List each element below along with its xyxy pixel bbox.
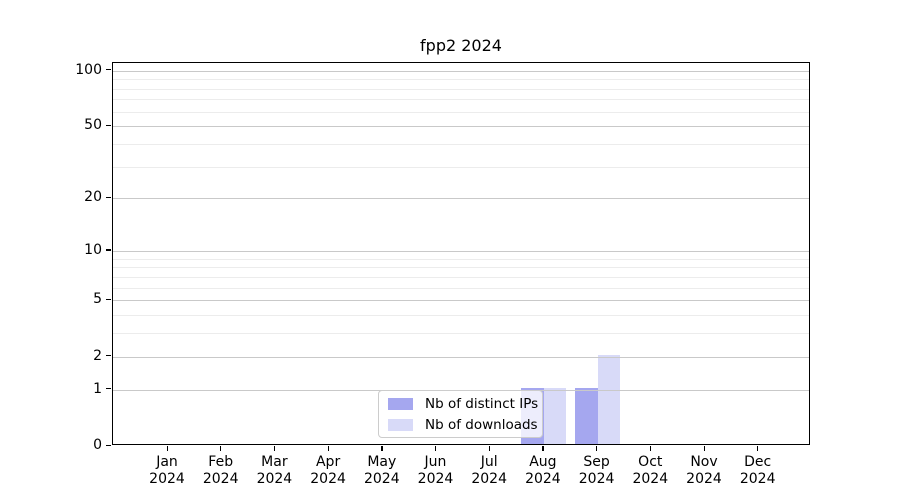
legend: Nb of distinct IPs Nb of downloads	[378, 390, 543, 438]
x-tick-year: 2024	[471, 470, 508, 487]
bar-distinct-ips	[575, 387, 598, 444]
y-tick-mark	[106, 355, 111, 357]
x-axis-tick-label: Feb 2024	[203, 454, 239, 487]
legend-swatch-distinct-ips	[388, 397, 413, 410]
x-tick-month: Mar	[261, 454, 288, 470]
x-tick-year: 2024	[256, 470, 293, 487]
minor-gridline	[113, 287, 809, 289]
x-tick-mark	[220, 446, 222, 451]
minor-gridline	[113, 166, 809, 168]
x-axis-tick-label: May 2024	[364, 454, 400, 487]
x-tick-mark	[488, 446, 490, 451]
x-axis-tick-label: Mar 2024	[257, 454, 293, 487]
bar-downloads	[597, 354, 621, 444]
x-tick-mark	[381, 446, 383, 451]
minor-gridline	[113, 99, 809, 101]
x-axis-tick-label: Apr 2024	[310, 454, 346, 487]
x-tick-month: May	[367, 454, 397, 470]
x-axis-tick-label: Jul 2024	[471, 454, 507, 487]
x-tick-mark	[703, 446, 705, 451]
x-tick-year: 2024	[363, 470, 400, 487]
y-axis-tick-label: 100	[75, 61, 102, 78]
plot-area	[112, 62, 810, 445]
legend-swatch-downloads	[388, 418, 413, 431]
x-tick-mark	[273, 446, 276, 451]
y-axis-tick-label: 20	[84, 189, 102, 206]
y-tick-mark	[106, 298, 111, 301]
x-tick-year: 2024	[525, 470, 561, 487]
y-axis-tick-label: 0	[93, 437, 102, 453]
y-tick-mark	[106, 249, 111, 251]
minor-gridline	[113, 143, 809, 145]
chart-title: fpp2 2024	[420, 36, 502, 55]
y-axis-tick-label: 10	[84, 241, 102, 258]
minor-gridline	[113, 267, 809, 269]
minor-gridline	[113, 276, 809, 278]
x-axis-tick-label: Sep 2024	[579, 454, 615, 487]
x-tick-year: 2024	[417, 470, 454, 487]
y-axis-tick-label: 2	[93, 347, 102, 364]
x-tick-mark	[596, 446, 598, 451]
major-gridline	[113, 250, 809, 252]
x-tick-month: Oct	[638, 454, 663, 470]
x-tick-month: Apr	[315, 454, 341, 470]
x-axis-tick-label: Oct 2024	[632, 454, 668, 487]
legend-item: Nb of distinct IPs	[388, 396, 538, 412]
x-tick-mark	[166, 446, 168, 451]
x-tick-mark	[542, 446, 544, 451]
major-gridline	[113, 300, 809, 302]
x-axis-tick-label: Jan 2024	[149, 454, 185, 487]
legend-item: Nb of downloads	[388, 417, 538, 433]
x-tick-mark	[649, 446, 652, 451]
major-gridline	[113, 126, 809, 128]
x-axis-tick-label: Aug 2024	[525, 454, 561, 487]
x-tick-year: 2024	[739, 470, 776, 487]
major-gridline	[113, 70, 809, 72]
x-axis-tick-label: Nov 2024	[686, 454, 722, 487]
major-gridline	[113, 198, 809, 200]
minor-gridline	[113, 258, 809, 260]
x-axis-tick-label: Jun 2024	[418, 454, 454, 487]
minor-gridline	[113, 333, 809, 335]
bar-downloads	[543, 387, 567, 444]
minor-gridline	[113, 79, 809, 81]
x-tick-year: 2024	[310, 470, 346, 487]
x-tick-month: Aug	[529, 454, 557, 470]
x-tick-year: 2024	[632, 470, 669, 487]
x-tick-mark	[757, 446, 759, 451]
minor-gridline	[113, 88, 809, 90]
minor-gridline	[113, 111, 809, 113]
y-tick-mark	[106, 388, 111, 390]
minor-gridline	[113, 315, 809, 317]
x-tick-year: 2024	[578, 470, 615, 487]
x-tick-month: Feb	[208, 454, 234, 470]
y-axis-tick-label: 50	[84, 117, 102, 134]
x-tick-year: 2024	[686, 470, 722, 487]
x-tick-month: Sep	[583, 454, 610, 470]
x-tick-month: Jun	[424, 454, 447, 470]
x-tick-year: 2024	[149, 470, 185, 487]
y-axis-tick-label: 1	[93, 380, 102, 397]
x-tick-month: Dec	[744, 454, 772, 470]
major-gridline	[113, 356, 809, 358]
y-tick-mark	[106, 124, 111, 127]
y-tick-mark	[106, 196, 111, 199]
x-tick-month: Jan	[156, 454, 178, 470]
x-tick-year: 2024	[202, 470, 239, 487]
legend-label: Nb of distinct IPs	[425, 395, 539, 412]
y-axis-tick-label: 5	[93, 291, 102, 308]
x-tick-mark	[327, 446, 329, 451]
y-tick-mark	[106, 69, 111, 71]
y-tick-mark	[106, 444, 111, 446]
x-axis-tick-label: Dec 2024	[740, 454, 776, 487]
x-tick-mark	[435, 446, 437, 451]
legend-label: Nb of downloads	[425, 416, 538, 433]
x-tick-month: Nov	[690, 454, 718, 470]
x-tick-month: Jul	[480, 454, 498, 470]
